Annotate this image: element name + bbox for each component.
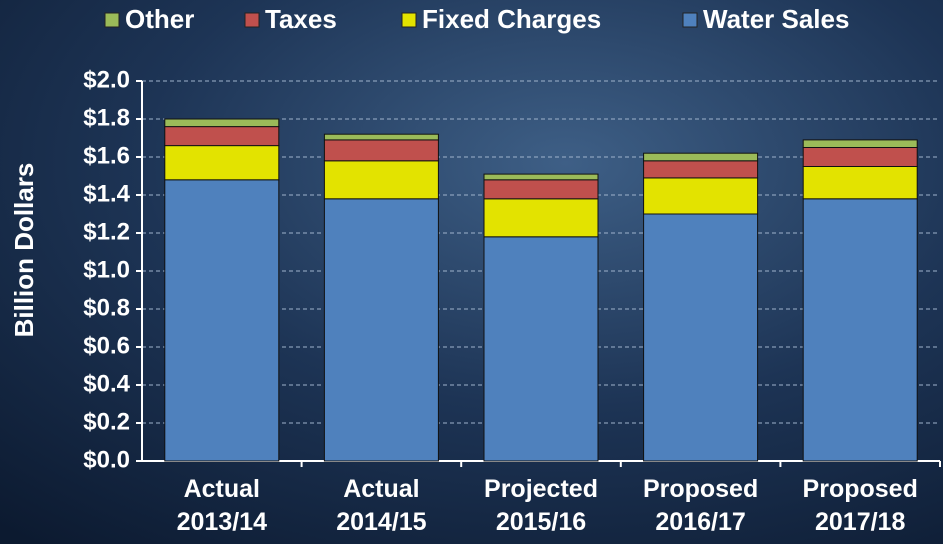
x-tick-label: Actual 2013/14: [177, 475, 267, 536]
bar-segment: [164, 126, 280, 147]
y-tick-label: $1.4: [83, 180, 130, 207]
x-tick-label: Proposed 2016/17: [643, 475, 758, 536]
bar-segment: [323, 139, 439, 162]
legend-label: Taxes: [265, 4, 337, 34]
bar-segment: [323, 198, 439, 462]
x-tick-label: Actual 2014/15: [336, 475, 426, 536]
bar-segment: [483, 173, 599, 181]
bar-segment: [802, 139, 918, 148]
y-tick-label: $0.8: [83, 294, 130, 321]
y-axis-label: Billion Dollars: [9, 163, 39, 338]
bar-segment: [164, 145, 280, 181]
bar-segment: [802, 147, 918, 167]
bar-segment: [483, 198, 599, 238]
y-tick-label: $0.6: [83, 332, 130, 359]
legend-swatch: [682, 12, 698, 28]
bar-segment: [323, 160, 439, 200]
bar-segment: [164, 118, 280, 128]
legend-swatch: [401, 12, 417, 28]
y-tick-label: $1.0: [83, 256, 130, 283]
bar-segment: [802, 198, 918, 462]
legend-swatch: [244, 12, 260, 28]
y-tick-label: $2.0: [83, 66, 130, 93]
legend-label: Fixed Charges: [422, 4, 601, 34]
legend-label: Other: [125, 4, 194, 34]
bar-segment: [643, 213, 759, 462]
y-tick-label: $0.4: [83, 370, 130, 397]
x-tick-label: Projected 2015/16: [484, 475, 598, 536]
y-tick-label: $0.2: [83, 408, 130, 435]
legend-label: Water Sales: [703, 4, 849, 34]
bar-segment: [802, 166, 918, 200]
bar-segment: [643, 177, 759, 215]
bar-segment: [643, 152, 759, 162]
y-tick-label: $0.0: [83, 446, 130, 473]
x-tick-label: Proposed 2017/18: [803, 475, 918, 536]
bar-segment: [483, 179, 599, 200]
bar-segment: [643, 160, 759, 179]
y-tick-label: $1.8: [83, 104, 130, 131]
legend-swatch: [104, 12, 120, 28]
bar-segment: [323, 133, 439, 141]
y-tick-label: $1.6: [83, 142, 130, 169]
y-tick-label: $1.2: [83, 218, 130, 245]
bar-segment: [483, 236, 599, 462]
bar-segment: [164, 179, 280, 462]
